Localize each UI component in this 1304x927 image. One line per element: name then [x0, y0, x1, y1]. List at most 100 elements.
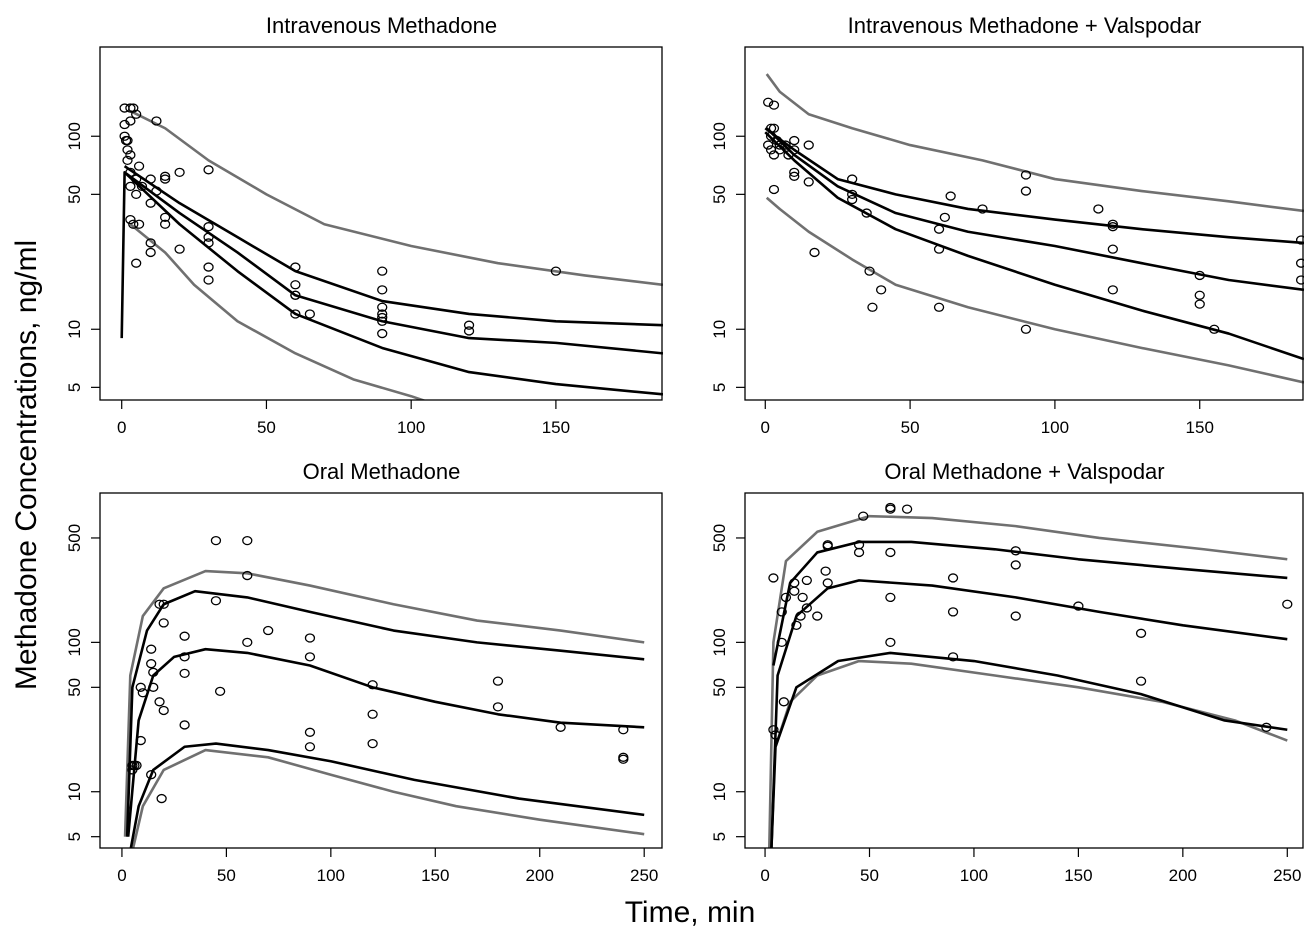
data-point — [304, 652, 316, 662]
data-point — [791, 620, 802, 630]
data-point — [179, 631, 190, 641]
x-tick-label: 50 — [257, 418, 276, 437]
data-point — [801, 603, 812, 613]
data-point — [263, 625, 274, 636]
data-point — [179, 668, 190, 679]
x-tick-label: 50 — [217, 866, 236, 885]
data-point — [242, 637, 253, 648]
data-point — [203, 232, 214, 242]
y-tick-label: 5 — [710, 832, 729, 841]
y-tick-label: 50 — [65, 678, 84, 697]
data-point — [174, 244, 185, 254]
data-point — [145, 198, 156, 208]
plot-area — [763, 73, 1304, 384]
data-point — [789, 586, 800, 596]
x-tick-label: 150 — [421, 866, 449, 885]
data-point — [875, 285, 887, 295]
x-tick-label: 200 — [526, 866, 554, 885]
data-point — [148, 667, 159, 677]
data-point — [776, 607, 787, 617]
x-tick-label: 0 — [117, 866, 126, 885]
data-point — [131, 109, 142, 119]
series-line — [765, 73, 1304, 213]
data-point — [1107, 285, 1118, 295]
data-point — [977, 204, 988, 214]
data-point — [290, 280, 301, 290]
y-tick-label: 10 — [710, 320, 729, 339]
data-point — [768, 184, 780, 195]
data-point — [847, 189, 858, 199]
data-point — [770, 730, 781, 740]
data-point — [151, 186, 162, 196]
panel-title: Intravenous Methadone + Valspodar — [848, 13, 1202, 38]
data-point — [242, 570, 253, 581]
y-tick-label: 50 — [65, 185, 84, 204]
y-tick-label: 10 — [710, 782, 729, 801]
data-point — [145, 174, 156, 184]
data-point — [768, 725, 779, 735]
data-point — [179, 720, 190, 730]
data-point — [847, 174, 858, 184]
data-point — [377, 266, 388, 276]
series-line — [774, 659, 1288, 748]
data-point — [768, 100, 780, 110]
data-point — [947, 573, 959, 583]
data-point — [1010, 560, 1021, 570]
panel: Intravenous Methadone 0 50 100 150 5 10 50 100 — [65, 13, 663, 437]
data-point — [131, 760, 142, 771]
data-point — [377, 328, 388, 339]
data-point — [148, 682, 159, 692]
data-point — [131, 189, 142, 199]
data-point — [367, 738, 378, 749]
plot-frame — [99, 492, 663, 849]
data-point — [1020, 170, 1032, 180]
data-point — [158, 599, 169, 609]
data-point — [774, 145, 785, 155]
x-tick-label: 250 — [1273, 866, 1301, 885]
data-point — [304, 742, 316, 752]
y-tick-label: 500 — [710, 524, 729, 552]
data-point — [210, 535, 222, 546]
data-point — [885, 547, 896, 558]
data-point — [789, 171, 800, 181]
data-point — [1261, 722, 1272, 732]
data-point — [1135, 628, 1147, 638]
data-point — [768, 573, 779, 583]
y-tick-label: 50 — [710, 678, 729, 697]
data-point — [858, 511, 869, 521]
data-point — [933, 224, 945, 234]
data-point — [125, 116, 136, 126]
data-point — [1010, 546, 1021, 556]
x-tick-label: 0 — [117, 418, 126, 437]
x-tick-label: 0 — [761, 418, 770, 437]
data-point — [1282, 599, 1293, 609]
data-point — [125, 167, 136, 178]
data-point — [789, 167, 800, 178]
data-point — [822, 540, 833, 550]
x-tick-label: 150 — [1186, 418, 1214, 437]
data-point — [933, 302, 945, 312]
data-point — [146, 659, 157, 669]
data-point — [128, 219, 139, 229]
data-point — [122, 135, 133, 146]
data-point — [864, 266, 875, 276]
data-point — [1295, 235, 1304, 245]
data-point — [135, 735, 146, 746]
data-point — [203, 165, 214, 175]
y-tick-label: 5 — [65, 832, 84, 841]
data-point — [146, 770, 157, 780]
series-line — [770, 579, 1288, 848]
plot-area — [123, 535, 645, 848]
y-tick-label: 100 — [710, 628, 729, 656]
series-line — [125, 589, 645, 837]
data-point — [867, 302, 878, 312]
data-point — [768, 123, 780, 133]
data-point — [885, 592, 896, 603]
data-point — [214, 686, 226, 696]
series-line — [765, 127, 1304, 292]
data-point — [1107, 222, 1118, 232]
panel: Oral Methadone 0 50 100 150 200 250 5 10 50 100 500 — [65, 459, 663, 885]
data-point — [154, 599, 165, 609]
x-tick-label: 200 — [1169, 866, 1197, 885]
